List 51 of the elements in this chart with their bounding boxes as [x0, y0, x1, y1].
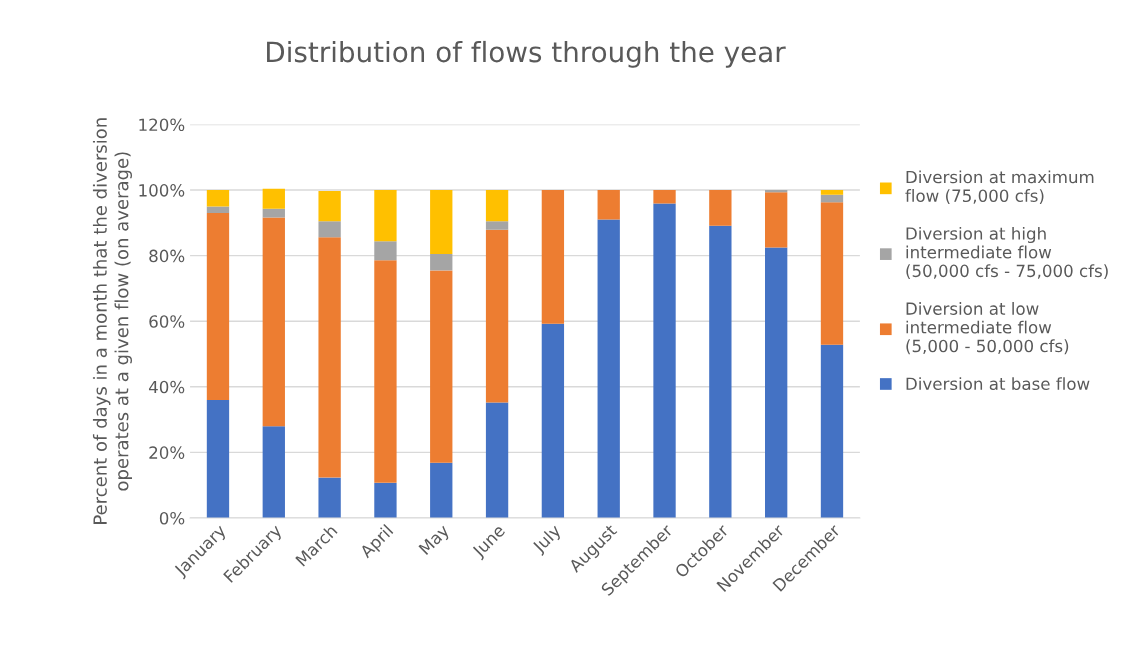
bar [653, 203, 676, 518]
bar [206, 213, 230, 400]
bar [430, 254, 453, 271]
y-axis-title: Percent of days in a month that the diversion operates at a given flow (on average) [92, 118, 132, 524]
bar [597, 219, 620, 518]
bar [206, 206, 230, 214]
bar [430, 462, 453, 518]
bar [653, 190, 676, 204]
bar [709, 225, 732, 518]
bar [485, 190, 509, 222]
legend-label: Diversion at high intermediate flow (50,000 cfs - 75,000 cfs) [906, 226, 1108, 280]
bar [541, 190, 565, 324]
y-tick-label: 100% [139, 184, 185, 197]
bar [765, 192, 788, 248]
bar [262, 188, 285, 209]
bar [485, 402, 509, 518]
bar [430, 190, 453, 254]
y-tick-label: 40% [148, 380, 185, 394]
legend-label: Diversion at base flow [906, 377, 1090, 391]
bar [374, 241, 397, 261]
y-tick-label: 60% [149, 315, 185, 328]
bar [765, 247, 788, 518]
bar [206, 190, 230, 207]
legend-label: Diversion at maximum flow (75,000 cfs) [905, 170, 1094, 204]
y-tick-label: 120% [139, 118, 185, 132]
bar [374, 482, 397, 518]
legend-label: Diversion at low intermediate flow (5,000 - 50,000 cfs) [906, 302, 1069, 355]
y-tick-label: 80% [149, 249, 185, 263]
bar [262, 217, 285, 427]
bar [430, 270, 453, 463]
bar [485, 229, 509, 403]
bar [485, 221, 509, 230]
bar [318, 237, 341, 478]
bar [597, 190, 620, 220]
bar [820, 190, 844, 195]
bar [318, 477, 341, 518]
bar [206, 399, 230, 518]
bar [820, 194, 844, 203]
bar [318, 191, 341, 222]
chart-title: Distribution of flows through the year [267, 40, 786, 68]
bar [318, 221, 341, 238]
y-tick-label: 20% [149, 446, 185, 459]
bar [541, 323, 565, 518]
bar [709, 190, 732, 226]
bar [374, 190, 397, 242]
bar [262, 208, 285, 218]
bar [820, 344, 844, 518]
bar [820, 202, 844, 345]
bar [374, 260, 397, 483]
bar [262, 426, 285, 518]
y-tick-label: 0% [159, 511, 185, 525]
